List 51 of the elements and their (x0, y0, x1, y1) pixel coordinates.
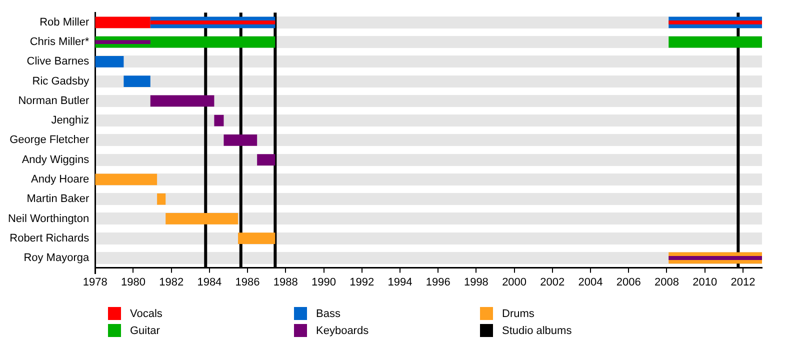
x-tick-label: 1986 (235, 276, 260, 288)
legend-label: Studio albums (502, 324, 572, 336)
x-tick-label: 2006 (616, 276, 641, 288)
y-tick-label: Neil Worthington (8, 212, 90, 225)
y-tick-label: Robert Richards (10, 232, 90, 244)
y-tick-label: Chris Miller* (30, 36, 90, 48)
bar (257, 154, 276, 166)
y-tick-label: Andy Hoare (31, 173, 90, 186)
bar (124, 76, 150, 87)
x-tick-label: 1990 (312, 276, 336, 288)
bar (668, 256, 762, 260)
x-tick-label: 1982 (159, 276, 184, 288)
x-tick-label: 1988 (273, 276, 298, 288)
x-tick-label: 2002 (540, 276, 565, 288)
y-tick-label: Ric Gadsby (32, 75, 90, 88)
x-tick-label: 1996 (426, 276, 450, 288)
legend-label: Bass (316, 308, 340, 320)
bar (95, 56, 124, 68)
bar (157, 193, 166, 205)
legend-label: Keyboards (316, 324, 369, 336)
x-tick-label: 2004 (578, 276, 603, 288)
x-tick-label: 1980 (120, 276, 146, 288)
x-tick-label: 1998 (464, 276, 488, 288)
bar (224, 134, 258, 146)
y-tick-label: Martin Baker (26, 193, 90, 206)
bar (150, 95, 214, 107)
y-tick-label: Andy Wiggins (22, 154, 90, 166)
y-tick-label: Rob Miller (40, 16, 90, 28)
bar (95, 40, 150, 44)
bar (166, 213, 238, 224)
x-tick-label: 2008 (654, 276, 679, 288)
legend-label: Guitar (130, 324, 160, 336)
x-tick-label: 1978 (82, 276, 108, 288)
x-tick-label: 1984 (197, 276, 222, 288)
legend-label: Vocals (130, 308, 162, 320)
bar (668, 20, 762, 24)
bar (214, 114, 224, 126)
x-tick-label: 1994 (388, 276, 412, 288)
y-tick-label: George Fletcher (10, 134, 90, 146)
y-tick-label: Norman Butler (18, 94, 90, 107)
x-tick-label: 2000 (502, 276, 527, 288)
bar (238, 232, 276, 244)
x-tick-label: 1992 (350, 276, 374, 288)
legend-label: Drums (502, 308, 534, 320)
y-tick-label: Roy Mayorga (24, 252, 90, 264)
y-tick-label: Jenghiz (51, 114, 90, 127)
x-tick-label: 2010 (692, 276, 718, 288)
y-tick-label: Clive Barnes (26, 56, 90, 68)
bar (95, 174, 158, 186)
bar (668, 36, 762, 48)
x-tick-label: 2012 (730, 276, 756, 288)
